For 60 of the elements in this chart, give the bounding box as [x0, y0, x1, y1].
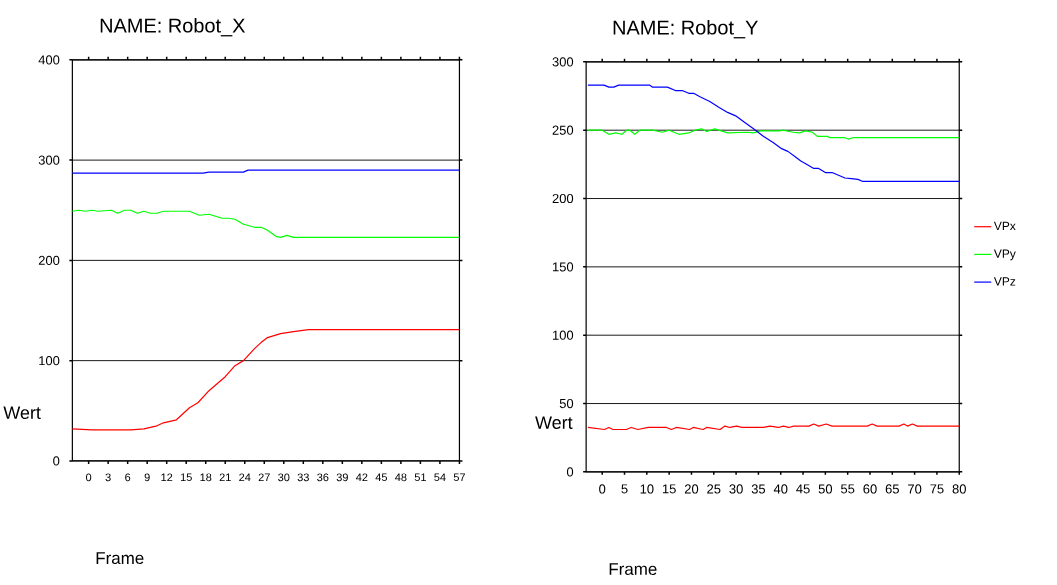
legend-label: VPz — [993, 277, 1016, 286]
x-tick-label: 70 — [908, 484, 922, 494]
line-series — [587, 84, 960, 183]
x-tick-label: 0 — [86, 473, 92, 482]
x-tick-label: 48 — [395, 473, 407, 482]
x-tick-label: 50 — [818, 484, 833, 494]
x-tick-label: 18 — [200, 473, 212, 482]
x-tick-label: 24 — [239, 473, 251, 482]
y-tick-label: 50 — [559, 399, 574, 409]
x-tick-label: 20 — [684, 484, 699, 494]
y-tick-label: 150 — [552, 262, 574, 272]
y-tick-label: 300 — [552, 57, 574, 67]
x-tick-label: 6 — [125, 473, 131, 482]
legend-label: VPx — [993, 222, 1016, 231]
x-tick-label: 39 — [336, 473, 348, 482]
x-tick-label: 60 — [863, 484, 877, 494]
x-tick-label: 15 — [180, 473, 192, 482]
y-tick-label: 400 — [38, 55, 60, 65]
x-tick-label: 5 — [621, 484, 628, 494]
x-tick-label: 57 — [453, 473, 465, 482]
y-tick-label: 300 — [38, 155, 60, 165]
x-tick-label: 45 — [375, 473, 387, 482]
x-tick-label: 65 — [885, 484, 899, 494]
x-tick-label: 27 — [258, 473, 270, 482]
y-axis-title: Wert — [535, 416, 573, 430]
x-tick-label: 51 — [414, 473, 426, 482]
x-tick-label: 45 — [796, 484, 810, 494]
x-tick-label: 42 — [356, 473, 368, 482]
x-tick-label: 3 — [105, 473, 111, 482]
line-series — [587, 128, 960, 140]
chart-title: NAME: Robot_X — [100, 18, 246, 37]
x-tick-label: 55 — [840, 484, 855, 494]
x-tick-label: 12 — [161, 473, 173, 482]
x-tick-label: 0 — [599, 484, 606, 494]
chart-title: NAME: Robot_Y — [613, 20, 758, 39]
x-tick-label: 10 — [640, 484, 654, 494]
x-tick-label: 75 — [930, 484, 944, 494]
x-tick-label: 35 — [751, 484, 766, 494]
y-tick-label: 100 — [39, 356, 60, 366]
x-tick-label: 80 — [952, 484, 966, 494]
x-axis-title: Frame — [96, 552, 144, 565]
x-tick-label: 9 — [144, 473, 150, 482]
x-tick-label: 21 — [219, 473, 231, 482]
x-tick-label: 25 — [707, 484, 721, 494]
x-tick-label: 40 — [773, 484, 788, 494]
y-axis-title: Wert — [3, 406, 41, 420]
legend-label: VPy — [993, 249, 1016, 261]
y-tick-label: 200 — [38, 255, 60, 266]
x-tick-label: 33 — [297, 473, 309, 482]
x-tick-label: 15 — [662, 484, 676, 494]
y-tick-label: 100 — [552, 330, 574, 340]
y-tick-label: 0 — [53, 456, 60, 466]
x-tick-label: 30 — [278, 473, 290, 482]
x-tick-label: 36 — [317, 473, 329, 482]
line-series — [71, 209, 461, 239]
y-tick-label: 200 — [552, 194, 574, 204]
x-tick-label: 30 — [729, 484, 743, 494]
x-tick-label: 54 — [434, 473, 446, 482]
y-tick-label: 250 — [552, 125, 574, 135]
x-axis-title: Frame — [609, 563, 657, 576]
